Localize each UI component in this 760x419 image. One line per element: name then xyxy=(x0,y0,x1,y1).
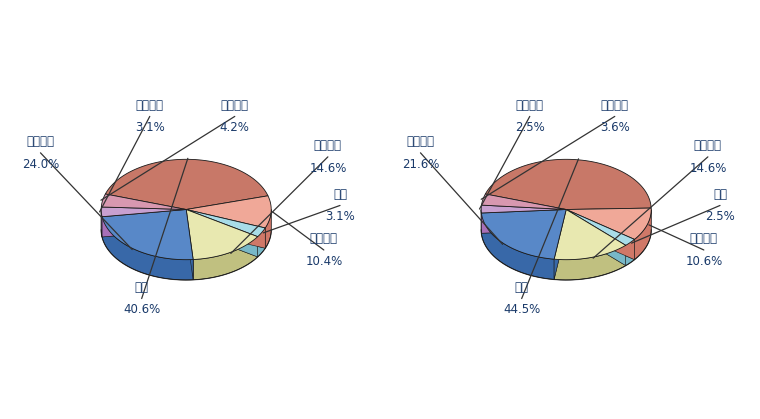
Polygon shape xyxy=(102,210,186,237)
Polygon shape xyxy=(481,210,566,259)
Polygon shape xyxy=(566,208,651,239)
Text: 4.2%: 4.2% xyxy=(220,121,250,134)
Text: 24.0%: 24.0% xyxy=(22,158,59,171)
Text: 高处坠落: 高处坠落 xyxy=(310,232,338,245)
Text: 2.5%: 2.5% xyxy=(705,210,735,223)
Polygon shape xyxy=(186,210,265,248)
Polygon shape xyxy=(481,213,554,279)
Polygon shape xyxy=(635,210,651,260)
Polygon shape xyxy=(102,210,193,260)
Text: 2.5%: 2.5% xyxy=(515,121,545,134)
Text: 车辆伤害: 车辆伤害 xyxy=(220,98,249,111)
Polygon shape xyxy=(486,159,651,210)
Text: 触电: 触电 xyxy=(333,188,347,201)
Polygon shape xyxy=(186,210,193,280)
Polygon shape xyxy=(566,210,635,260)
Polygon shape xyxy=(106,159,268,210)
Polygon shape xyxy=(554,210,625,260)
Polygon shape xyxy=(102,217,193,280)
Text: 垒塔: 垒塔 xyxy=(135,281,149,294)
Polygon shape xyxy=(186,210,265,237)
Polygon shape xyxy=(186,210,258,259)
Text: 10.6%: 10.6% xyxy=(686,255,723,268)
Polygon shape xyxy=(186,196,271,228)
Text: 车辆伤害: 车辆伤害 xyxy=(600,98,629,111)
Polygon shape xyxy=(481,210,651,280)
Polygon shape xyxy=(566,210,635,260)
Polygon shape xyxy=(566,210,635,246)
Text: 其他伤害: 其他伤害 xyxy=(27,135,55,148)
Polygon shape xyxy=(101,210,102,237)
Polygon shape xyxy=(193,237,258,280)
Text: 3.1%: 3.1% xyxy=(325,210,355,223)
Polygon shape xyxy=(101,194,186,210)
Text: 高处坠落: 高处坠落 xyxy=(690,232,718,245)
Text: 14.6%: 14.6% xyxy=(689,162,727,175)
Polygon shape xyxy=(186,210,265,248)
Polygon shape xyxy=(481,210,566,233)
Text: 物体打击: 物体打击 xyxy=(136,98,163,111)
Text: 21.6%: 21.6% xyxy=(402,158,439,171)
Text: 触电: 触电 xyxy=(713,188,727,201)
Text: 3.1%: 3.1% xyxy=(135,121,165,134)
Text: 40.6%: 40.6% xyxy=(123,303,160,316)
Polygon shape xyxy=(186,210,258,257)
Text: 物体打击: 物体打击 xyxy=(516,98,543,111)
Polygon shape xyxy=(554,210,566,279)
Polygon shape xyxy=(481,205,566,213)
Text: 44.5%: 44.5% xyxy=(503,303,540,316)
Polygon shape xyxy=(481,210,566,233)
Polygon shape xyxy=(566,210,625,266)
Text: 14.6%: 14.6% xyxy=(309,162,347,175)
Text: 起重伤害: 起重伤害 xyxy=(694,139,722,152)
Polygon shape xyxy=(101,207,186,217)
Text: 其他伤害: 其他伤害 xyxy=(407,135,435,148)
Polygon shape xyxy=(186,210,193,280)
Polygon shape xyxy=(186,210,258,257)
Polygon shape xyxy=(265,210,271,248)
Text: 起重伤害: 起重伤害 xyxy=(314,139,342,152)
Polygon shape xyxy=(554,246,625,280)
Text: 3.6%: 3.6% xyxy=(600,121,629,134)
Polygon shape xyxy=(258,228,265,257)
Polygon shape xyxy=(102,210,186,237)
Polygon shape xyxy=(482,194,566,210)
Polygon shape xyxy=(554,210,566,279)
Polygon shape xyxy=(101,210,271,280)
Text: 垒塔: 垒塔 xyxy=(515,281,529,294)
Polygon shape xyxy=(566,210,625,266)
Polygon shape xyxy=(625,239,635,266)
Text: 10.4%: 10.4% xyxy=(306,255,343,268)
